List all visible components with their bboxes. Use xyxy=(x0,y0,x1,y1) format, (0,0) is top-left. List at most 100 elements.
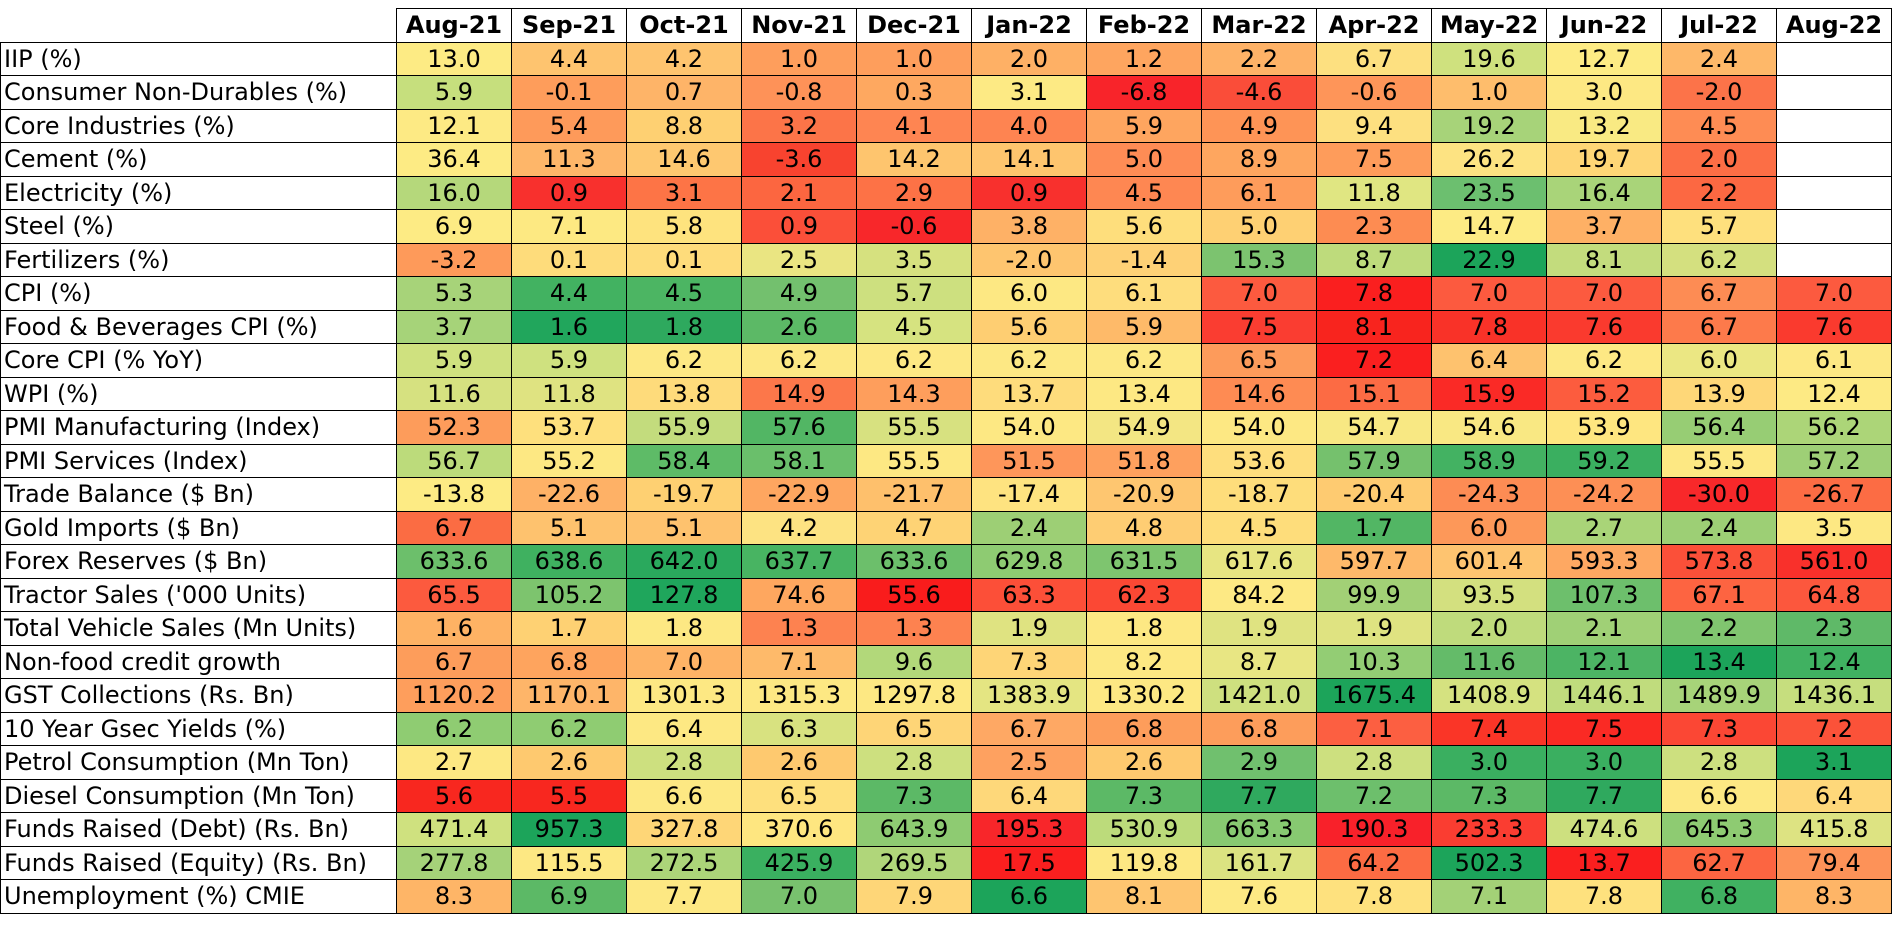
heatmap-cell: 11.3 xyxy=(511,142,627,177)
heatmap-cell: 2.6 xyxy=(741,745,857,780)
heatmap-cell: 6.7 xyxy=(1661,309,1777,344)
heatmap-cell: -13.8 xyxy=(396,477,512,512)
heatmap-cell: 471.4 xyxy=(396,812,512,847)
heatmap-cell: 2.4 xyxy=(1661,510,1777,545)
heatmap-cell: 16.4 xyxy=(1546,175,1662,210)
heatmap-cell: 7.9 xyxy=(856,879,972,914)
heatmap-cell: 1.6 xyxy=(396,611,512,646)
heatmap-cell: 327.8 xyxy=(626,812,742,847)
heatmap-cell: 13.4 xyxy=(1661,644,1777,679)
column-header: Nov-21 xyxy=(741,8,857,43)
column-header: Feb-22 xyxy=(1086,8,1202,43)
heatmap-cell: 2.2 xyxy=(1661,175,1777,210)
heatmap-cell: 13.2 xyxy=(1546,108,1662,143)
heatmap-cell: 2.7 xyxy=(396,745,512,780)
heatmap-cell: 6.2 xyxy=(626,343,742,378)
heatmap-cell: 14.6 xyxy=(1201,376,1317,411)
heatmap-cell: 0.3 xyxy=(856,75,972,110)
heatmap-cell: 5.9 xyxy=(511,343,627,378)
heatmap-cell: 8.2 xyxy=(1086,644,1202,679)
heatmap-cell: 56.7 xyxy=(396,443,512,478)
column-header: Jun-22 xyxy=(1546,8,1662,43)
table-row: Gold Imports ($ Bn) 6.7 5.1 5.1 4.2 4.7 2.4 4.8… xyxy=(0,510,1892,545)
heatmap-cell: 1.9 xyxy=(971,611,1087,646)
heatmap-cell: 6.2 xyxy=(1546,343,1662,378)
heatmap-cell: 7.6 xyxy=(1201,879,1317,914)
heatmap-cell xyxy=(1776,209,1892,244)
heatmap-cell: 2.0 xyxy=(1431,611,1547,646)
heatmap-cell: 56.4 xyxy=(1661,410,1777,445)
table-row: Trade Balance ($ Bn) -13.8 -22.6 -19.7 -22.9… xyxy=(0,477,1892,512)
heatmap-cell: 53.7 xyxy=(511,410,627,445)
heatmap-cell: 6.0 xyxy=(1431,510,1547,545)
heatmap-cell: 13.7 xyxy=(971,376,1087,411)
heatmap-cell xyxy=(1776,242,1892,277)
heatmap-cell: 74.6 xyxy=(741,577,857,612)
table-row: CPI (%) 5.3 4.4 4.5 4.9 5.7 6.0 6.1 7.0 7.8 7.0 7.0… xyxy=(0,276,1892,311)
heatmap-cell: 2.6 xyxy=(511,745,627,780)
column-header: Aug-22 xyxy=(1776,8,1892,43)
heatmap-cell: 7.3 xyxy=(1086,778,1202,813)
row-label: Non-food credit growth xyxy=(0,644,397,679)
heatmap-cell: 67.1 xyxy=(1661,577,1777,612)
heatmap-cell: 1489.9 xyxy=(1661,678,1777,713)
heatmap-cell: 1120.2 xyxy=(396,678,512,713)
heatmap-cell: 5.9 xyxy=(396,343,512,378)
heatmap-cell: 2.5 xyxy=(741,242,857,277)
heatmap-cell: 5.7 xyxy=(856,276,972,311)
table-row: PMI Services (Index) 56.7 55.2 58.4 58.1 55.5… xyxy=(0,443,1892,478)
heatmap-cell: 55.5 xyxy=(1661,443,1777,478)
heatmap-cell: 5.1 xyxy=(511,510,627,545)
row-label: PMI Manufacturing (Index) xyxy=(0,410,397,445)
heatmap-cell: 1.8 xyxy=(626,611,742,646)
table-row: Steel (%) 6.9 7.1 5.8 0.9 -0.6 3.8 5.6 5.0 2.3 14.… xyxy=(0,209,1892,244)
table-row: Electricity (%) 16.0 0.9 3.1 2.1 2.9 0.9 4.5 6.1… xyxy=(0,175,1892,210)
table-row: Fertilizers (%) -3.2 0.1 0.1 2.5 3.5 -2.0 -1.4 1… xyxy=(0,242,1892,277)
heatmap-cell: 957.3 xyxy=(511,812,627,847)
heatmap-cell: 119.8 xyxy=(1086,845,1202,880)
heatmap-cell: 55.9 xyxy=(626,410,742,445)
row-label: IIP (%) xyxy=(0,41,397,76)
table-row: Food & Beverages CPI (%) 3.7 1.6 1.8 2.6 4.5 5… xyxy=(0,309,1892,344)
heatmap-cell: 4.5 xyxy=(1201,510,1317,545)
heatmap-cell: 4.2 xyxy=(741,510,857,545)
heatmap-cell: 54.7 xyxy=(1316,410,1432,445)
heatmap-table: Aug-21 Sep-21 Oct-21 Nov-21 Dec-21 Jan-22 Feb-… xyxy=(0,8,1892,914)
heatmap-cell: 3.0 xyxy=(1431,745,1547,780)
heatmap-cell: 637.7 xyxy=(741,544,857,579)
heatmap-cell: 9.4 xyxy=(1316,108,1432,143)
heatmap-cell: 7.0 xyxy=(1546,276,1662,311)
heatmap-cell: 52.3 xyxy=(396,410,512,445)
heatmap-cell: 4.7 xyxy=(856,510,972,545)
heatmap-cell: 15.9 xyxy=(1431,376,1547,411)
heatmap-cell: 55.5 xyxy=(856,443,972,478)
heatmap-cell: 597.7 xyxy=(1316,544,1432,579)
heatmap-cell: 2.8 xyxy=(856,745,972,780)
corner-cell xyxy=(0,8,397,43)
heatmap-cell: 4.9 xyxy=(741,276,857,311)
heatmap-cell: 11.8 xyxy=(1316,175,1432,210)
heatmap-cell: 269.5 xyxy=(856,845,972,880)
heatmap-cell: 1421.0 xyxy=(1201,678,1317,713)
heatmap-cell: 5.6 xyxy=(396,778,512,813)
table-row: Core Industries (%) 12.1 5.4 8.8 3.2 4.1 4.0 5.… xyxy=(0,108,1892,143)
heatmap-cell: 6.2 xyxy=(511,711,627,746)
table-row: Funds Raised (Equity) (Rs. Bn) 277.8 115.5… xyxy=(0,845,1892,880)
heatmap-cell: -2.0 xyxy=(971,242,1087,277)
heatmap-cell: 56.2 xyxy=(1776,410,1892,445)
row-label: CPI (%) xyxy=(0,276,397,311)
heatmap-cell: 9.6 xyxy=(856,644,972,679)
heatmap-cell: 4.0 xyxy=(971,108,1087,143)
heatmap-cell: 10.3 xyxy=(1316,644,1432,679)
heatmap-cell: 663.3 xyxy=(1201,812,1317,847)
heatmap-cell: -4.6 xyxy=(1201,75,1317,110)
heatmap-cell: 14.7 xyxy=(1431,209,1547,244)
heatmap-cell: 7.0 xyxy=(741,879,857,914)
heatmap-cell: 0.9 xyxy=(511,175,627,210)
heatmap-cell: 6.6 xyxy=(626,778,742,813)
table-row: Total Vehicle Sales (Mn Units) 1.6 1.7 1.8 1… xyxy=(0,611,1892,646)
heatmap-cell: 64.2 xyxy=(1316,845,1432,880)
row-label: Unemployment (%) CMIE xyxy=(0,879,397,914)
heatmap-cell: 54.0 xyxy=(1201,410,1317,445)
heatmap-cell: 6.7 xyxy=(396,510,512,545)
